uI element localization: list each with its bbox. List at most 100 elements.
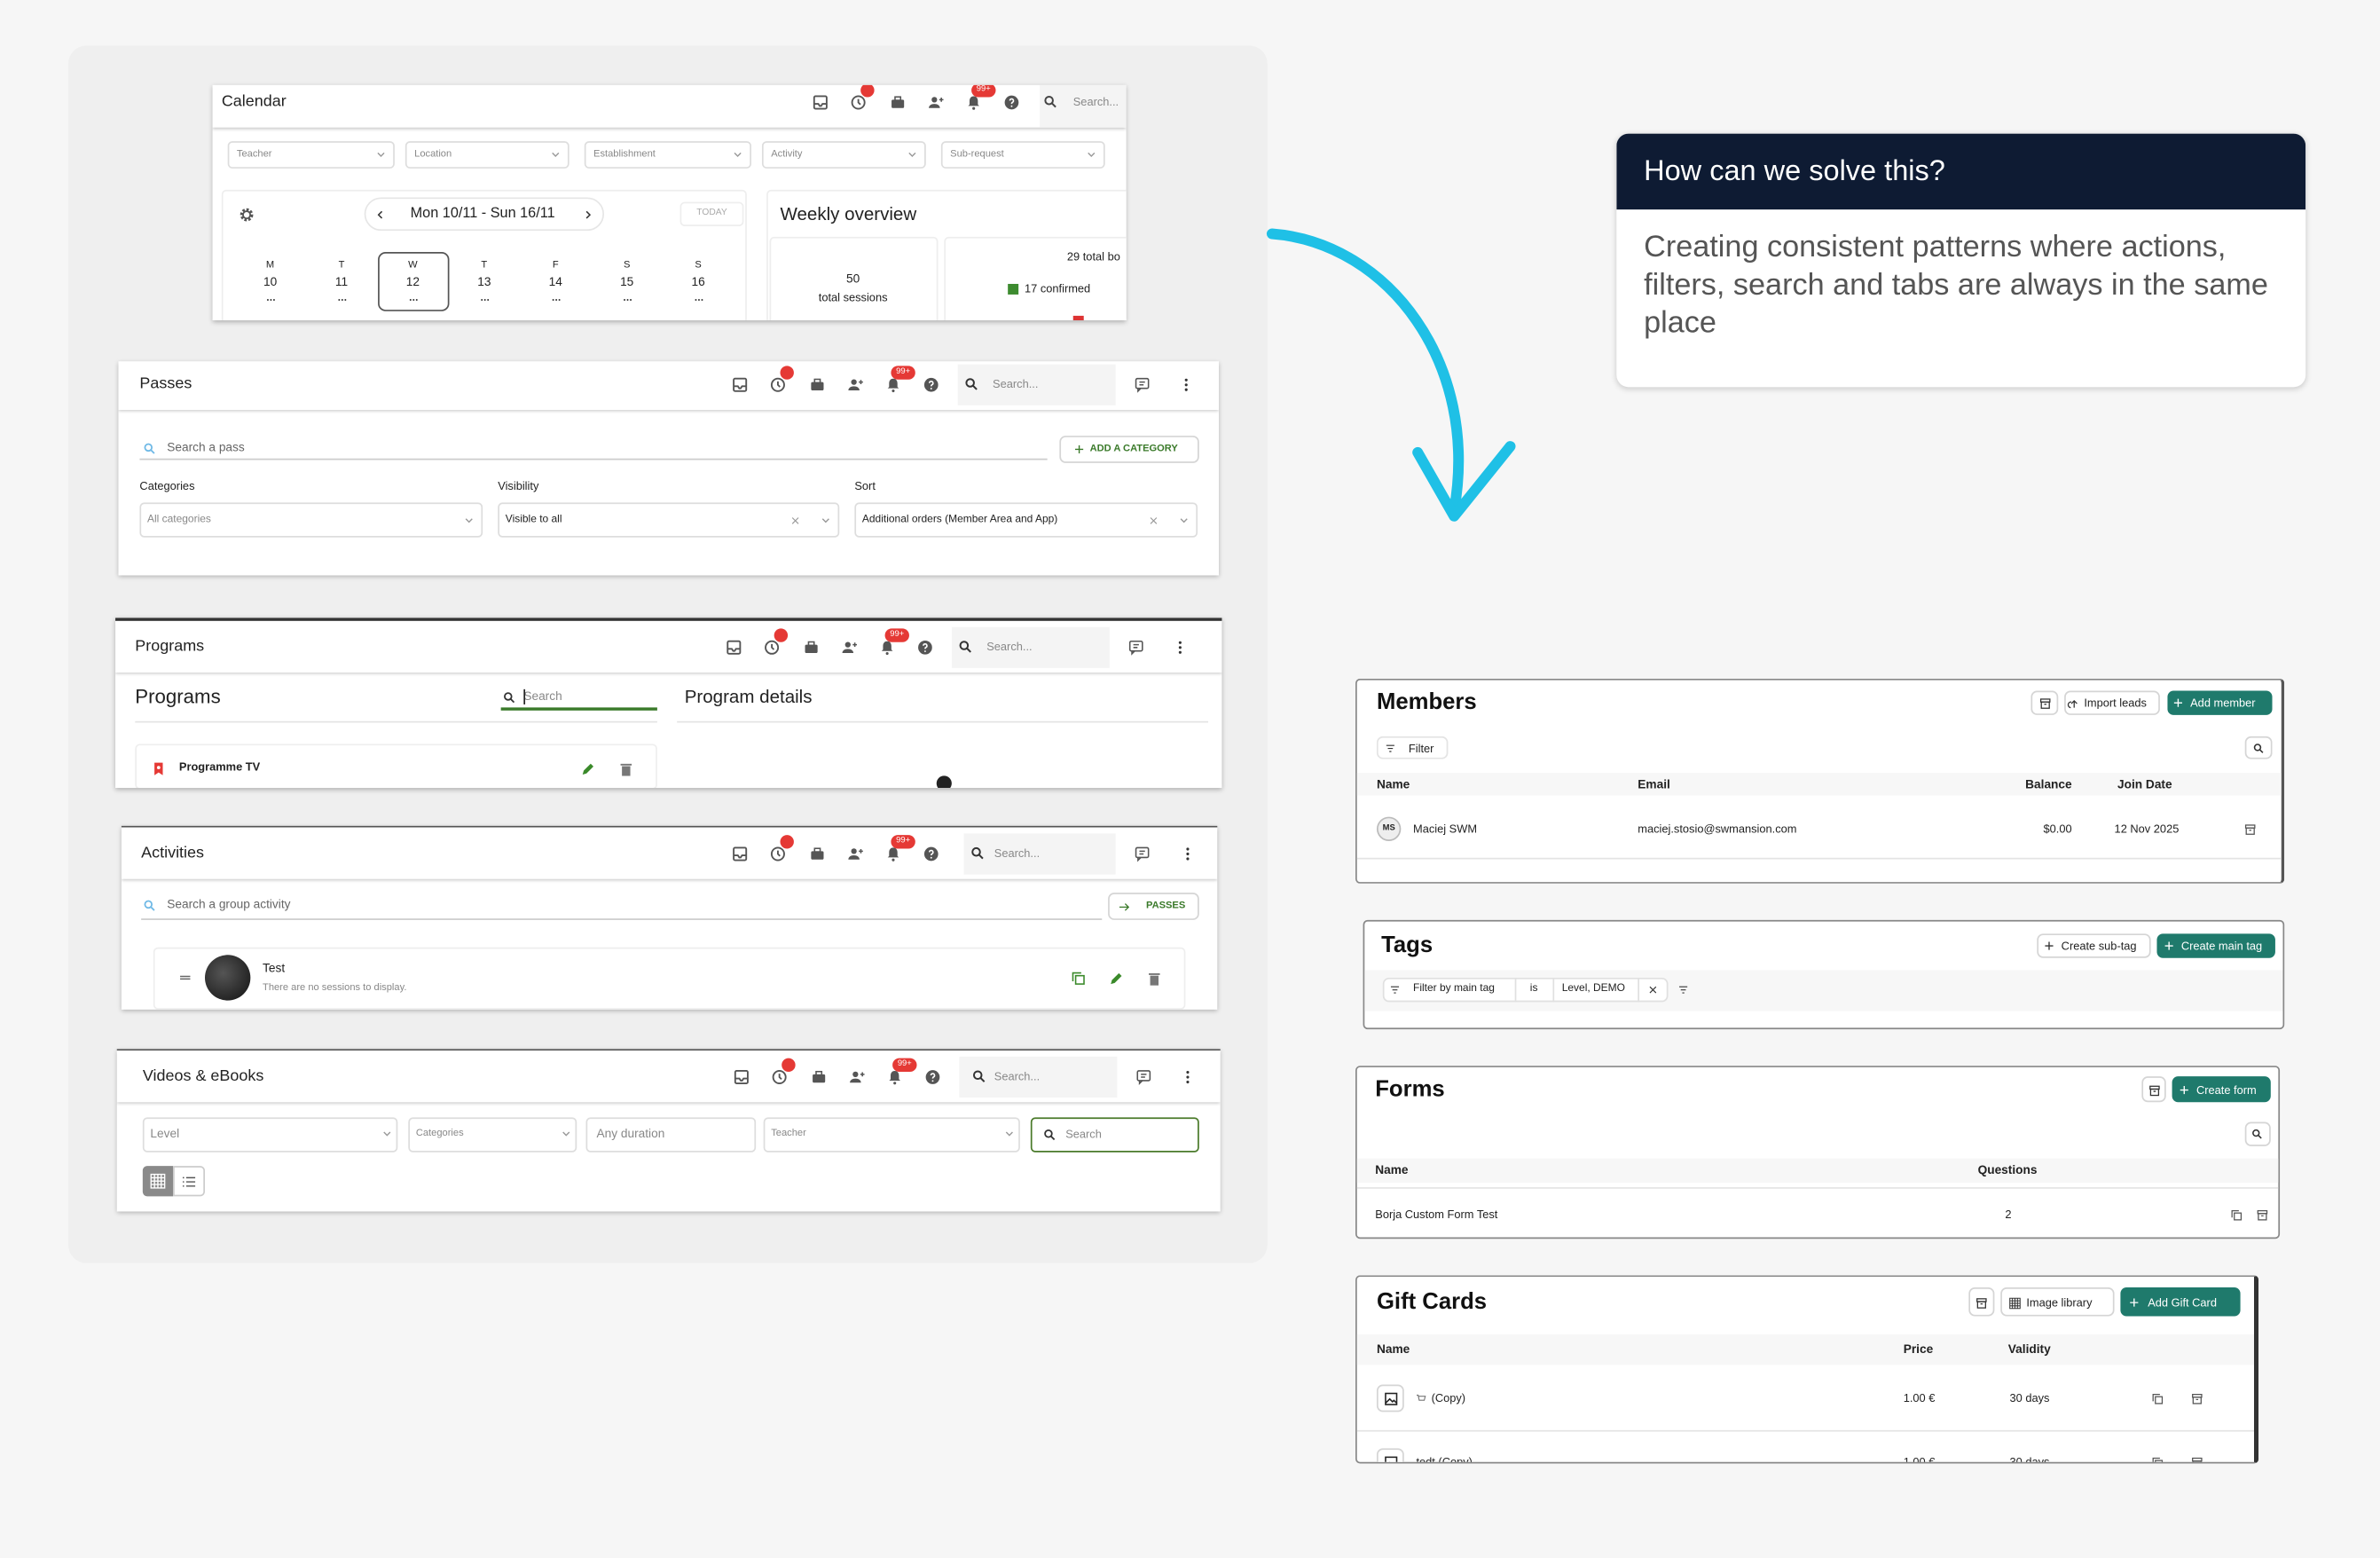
import-button[interactable]: Import leads (2084, 696, 2147, 710)
container (139, 502, 483, 538)
callout: How can we solve this? Creating consiste… (1616, 133, 2306, 388)
icon-dots (265, 294, 276, 304)
select[interactable]: Additional orders (Member Area and App) (861, 514, 1058, 525)
icon-person (846, 375, 863, 392)
stat-value: 50 (846, 271, 860, 287)
container (2173, 698, 2182, 707)
day-number[interactable]: 11 (334, 275, 349, 289)
search-box[interactable] (963, 833, 1116, 875)
day-number[interactable]: 14 (548, 275, 562, 289)
container (908, 152, 916, 157)
button-frame (2167, 690, 2273, 715)
search-field[interactable]: Search a pass (167, 440, 245, 454)
today-button[interactable]: TODAY (696, 209, 727, 218)
container (337, 298, 346, 301)
container (2151, 1457, 2163, 1462)
filter[interactable]: Teacher (236, 148, 272, 160)
day-number[interactable]: 13 (477, 275, 491, 289)
icon-clock (769, 845, 786, 862)
filter[interactable]: Activity (771, 148, 803, 160)
icon-dots (1177, 375, 1194, 392)
filter[interactable]: Categories (415, 1128, 464, 1139)
container (694, 298, 703, 301)
passes-button[interactable]: PASSES (1145, 900, 1186, 911)
filter[interactable]: Any duration (596, 1126, 665, 1141)
icon-arrow (1117, 900, 1130, 913)
container (551, 298, 560, 301)
list-item[interactable]: Programme TV (178, 759, 261, 774)
filter[interactable]: Location (414, 148, 452, 160)
filter[interactable]: Teacher (771, 1128, 806, 1139)
section-title: Programs (135, 685, 221, 708)
icon-pencil (1107, 970, 1124, 987)
container (150, 1173, 166, 1189)
container (771, 1069, 786, 1084)
search-field[interactable]: Search a group activity (167, 897, 291, 912)
cell: 12 Nov 2025 (2114, 822, 2180, 836)
icon-search (142, 898, 155, 911)
container (1005, 1131, 1013, 1137)
search-field[interactable]: Search (523, 689, 562, 704)
search-field[interactable]: Search (1065, 1127, 1102, 1141)
container (1150, 517, 1158, 524)
day-number[interactable]: 15 (620, 275, 634, 289)
filter-field[interactable]: Filter by main tag (1413, 983, 1495, 995)
container (679, 201, 744, 226)
create-main-tag-button[interactable]: Create main tag (2180, 939, 2263, 953)
container (1975, 1297, 1986, 1308)
add-button[interactable]: ADD A CATEGORY (1089, 443, 1178, 454)
container (266, 298, 275, 301)
container (465, 518, 473, 523)
add-gift-card-button[interactable]: Add Gift Card (2148, 1295, 2217, 1310)
container (1649, 986, 1657, 994)
cell: 1.00 € (1903, 1391, 1936, 1405)
icon-gear (238, 206, 255, 223)
icon-plus (2128, 1296, 2140, 1309)
container (364, 197, 605, 232)
create-form-button[interactable]: Create form (2195, 1082, 2257, 1098)
activities-panel: Activities Search... Search a group acti… (121, 825, 1218, 1010)
icon-clock (849, 93, 866, 110)
container (1177, 640, 1182, 653)
container (1180, 518, 1188, 523)
select[interactable]: All categories (146, 514, 211, 525)
legend-swatch (1008, 283, 1019, 295)
icon-plus (2178, 1084, 2190, 1097)
icon-help (916, 639, 933, 656)
day-letter: T (338, 259, 345, 271)
icon-filter (1389, 984, 1402, 996)
filter-button[interactable]: Filter (1408, 741, 1434, 756)
search-box[interactable] (959, 1056, 1118, 1098)
filter[interactable]: Sub-request (950, 148, 1004, 160)
divider (1356, 1187, 2279, 1189)
search-placeholder: Search... (1072, 94, 1119, 109)
filter[interactable]: Establishment (593, 148, 656, 160)
day-number[interactable]: 12 (405, 275, 420, 289)
search-box[interactable] (951, 626, 1110, 668)
create-sub-tag-button[interactable]: Create sub-tag (2061, 939, 2137, 953)
container (928, 96, 943, 107)
button-frame (2064, 690, 2160, 715)
panel-title: Programs (135, 637, 205, 656)
filter[interactable]: Level (150, 1126, 180, 1141)
icon-chev (1176, 513, 1191, 528)
videos-panel: Videos & eBooks Search... Level Categori… (116, 1049, 1221, 1212)
icon-help (922, 845, 939, 862)
table-header-band (1356, 772, 2282, 796)
search-box[interactable] (957, 364, 1116, 405)
day-letter: W (408, 259, 418, 271)
icon-plus (2043, 940, 2055, 952)
add-button[interactable]: Add member (2190, 696, 2256, 710)
icon-img (1382, 1453, 1399, 1462)
container (821, 518, 829, 523)
day-number[interactable]: 10 (263, 275, 278, 289)
list-toggle[interactable] (173, 1166, 205, 1197)
icon-archive (2255, 1208, 2268, 1221)
image-library-button[interactable]: Image library (2026, 1295, 2093, 1310)
container (847, 847, 862, 859)
day-number[interactable]: 16 (691, 275, 705, 289)
select[interactable]: Visible to all (505, 514, 562, 525)
panel-title: Activities (141, 843, 205, 862)
icon-search (958, 639, 973, 654)
